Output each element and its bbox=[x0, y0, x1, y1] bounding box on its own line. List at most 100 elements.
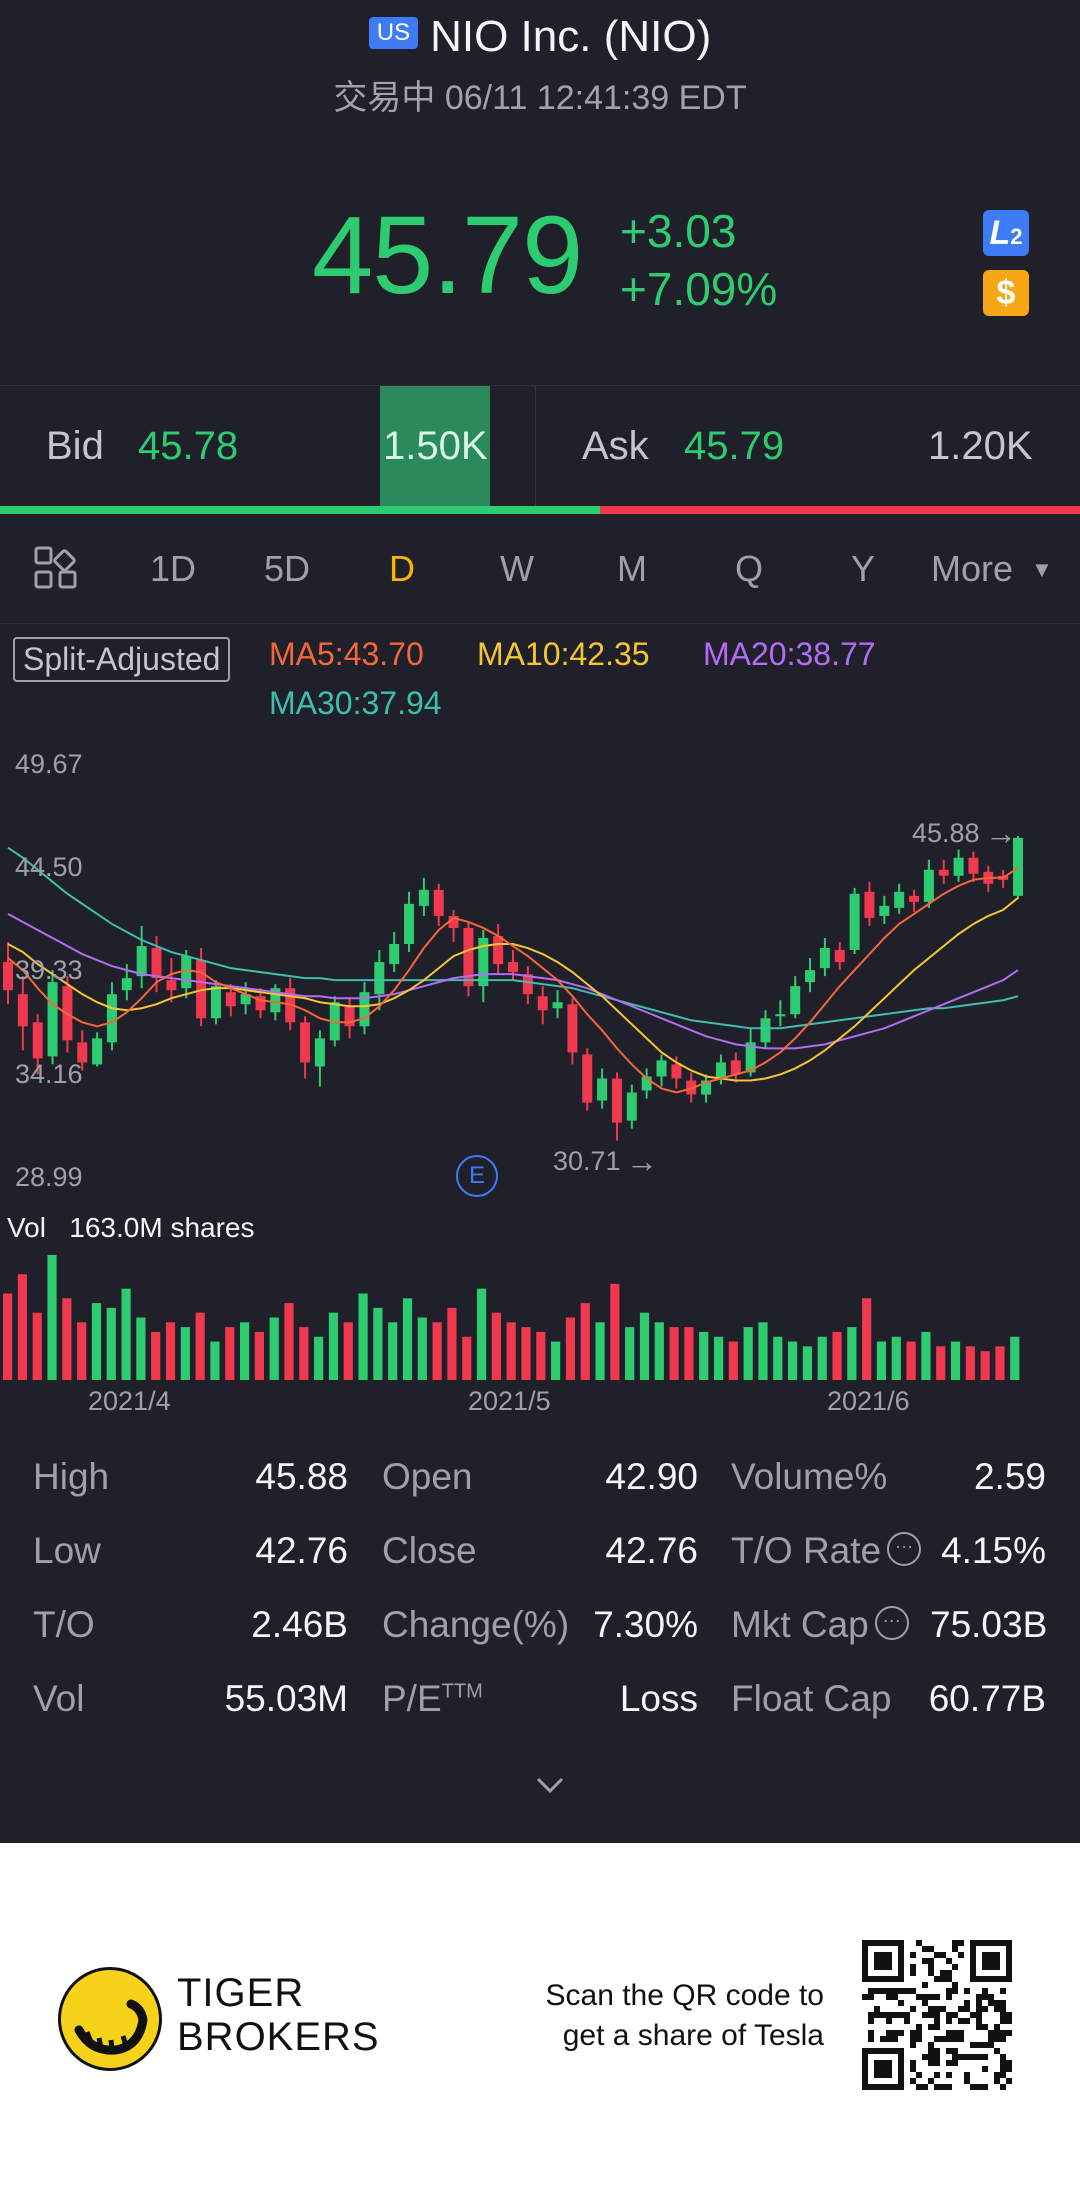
stat-label-turnover-rate: T/O Rate ··· bbox=[731, 1530, 922, 1572]
qr-module bbox=[952, 1988, 958, 1994]
qr-module bbox=[874, 1988, 880, 1994]
volume-bar bbox=[788, 1341, 798, 1380]
volume-bar bbox=[417, 1317, 427, 1380]
qr-module bbox=[892, 2012, 898, 2018]
qr-module bbox=[976, 2012, 982, 2018]
tab-m[interactable]: M bbox=[617, 548, 647, 589]
qr-module bbox=[934, 2024, 940, 2030]
more-info-icon[interactable]: ··· bbox=[887, 1532, 922, 1567]
volume-bar bbox=[669, 1327, 679, 1380]
qr-module bbox=[922, 2084, 928, 2090]
candle bbox=[210, 980, 221, 1025]
qr-module bbox=[946, 2060, 952, 2066]
qr-module bbox=[976, 2024, 982, 2030]
volume-bar bbox=[551, 1341, 561, 1380]
chevron-down-icon[interactable] bbox=[535, 1775, 565, 1795]
level2-icon-letter: L bbox=[989, 214, 1011, 252]
qr-module bbox=[928, 2054, 934, 2060]
candlestick-chart[interactable] bbox=[0, 730, 1080, 1200]
qr-module bbox=[946, 1970, 952, 1976]
candle bbox=[626, 1084, 637, 1129]
stat-value-high: 45.88 bbox=[255, 1456, 348, 1497]
volume-bar bbox=[47, 1255, 57, 1380]
candle bbox=[433, 883, 444, 926]
more-info-icon[interactable]: ··· bbox=[874, 1606, 909, 1641]
qr-module bbox=[874, 2006, 880, 2012]
qr-module bbox=[946, 2012, 952, 2018]
bid-volume-highlight bbox=[380, 386, 490, 506]
tab-q[interactable]: Q bbox=[735, 548, 764, 589]
qr-module bbox=[886, 2030, 892, 2036]
qr-module bbox=[946, 2030, 952, 2036]
candle bbox=[760, 1010, 771, 1049]
earnings-event-icon[interactable]: E bbox=[456, 1155, 498, 1197]
qr-module bbox=[910, 2006, 916, 2012]
qr-module bbox=[934, 2054, 940, 2060]
split-adjusted-toggle[interactable]: Split-Adjusted bbox=[13, 637, 231, 682]
qr-module bbox=[910, 1964, 916, 1970]
stat-value-pe: Loss bbox=[619, 1678, 698, 1719]
qr-code-icon[interactable] bbox=[862, 1940, 1012, 2090]
candle bbox=[656, 1054, 667, 1087]
candle bbox=[641, 1068, 652, 1099]
volume-bar bbox=[832, 1331, 842, 1380]
volume-bar bbox=[269, 1317, 279, 1380]
qr-module bbox=[988, 2042, 994, 2048]
volume-bar bbox=[906, 1341, 916, 1380]
volume-bar bbox=[817, 1336, 827, 1380]
qr-module bbox=[1000, 2030, 1006, 2036]
tab-5d[interactable]: 5D bbox=[264, 548, 311, 589]
volume-bar bbox=[891, 1336, 901, 1380]
stat-label-vol: Vol bbox=[33, 1678, 85, 1719]
qr-module bbox=[868, 1988, 874, 1994]
bid-ratio bbox=[0, 506, 600, 514]
qr-module bbox=[1000, 2066, 1006, 2072]
volume-bar bbox=[521, 1327, 531, 1380]
tab-y[interactable]: Y bbox=[851, 548, 876, 589]
volume-bar bbox=[299, 1327, 309, 1380]
qr-module bbox=[886, 1994, 892, 2000]
tab-d[interactable]: D bbox=[389, 548, 415, 589]
volume-bar bbox=[684, 1327, 694, 1380]
brand-name-line1: TIGER bbox=[177, 1971, 305, 2015]
volume-bar bbox=[491, 1312, 501, 1380]
qr-module bbox=[892, 1988, 898, 1994]
qr-module bbox=[988, 2030, 994, 2036]
qr-module bbox=[898, 2030, 904, 2036]
candle bbox=[968, 851, 979, 882]
candle bbox=[92, 1032, 103, 1067]
candle bbox=[3, 942, 13, 1005]
qr-module bbox=[922, 2000, 928, 2006]
qr-module bbox=[880, 1988, 886, 1994]
qr-module bbox=[934, 1952, 940, 1958]
qr-module bbox=[1000, 2060, 1006, 2066]
stat-label-volume-pct: Volume% bbox=[731, 1456, 888, 1497]
volume-bar bbox=[165, 1322, 176, 1380]
candle bbox=[225, 984, 236, 1017]
level2-icon[interactable]: L2 bbox=[983, 210, 1029, 256]
candle bbox=[32, 1014, 43, 1075]
price-change-percent: +7.09% bbox=[620, 263, 778, 315]
qr-module bbox=[952, 1964, 958, 1970]
bid-label: Bid bbox=[46, 424, 104, 468]
qr-module bbox=[904, 2018, 910, 2024]
tab-w[interactable]: W bbox=[500, 548, 534, 589]
qr-module bbox=[928, 2078, 934, 2084]
grid-menu-icon[interactable] bbox=[33, 545, 79, 591]
qr-module bbox=[916, 2036, 922, 2042]
tab-more[interactable]: More ▼ bbox=[931, 548, 1053, 590]
tab-1d[interactable]: 1D bbox=[150, 548, 197, 589]
stat-value-turnover: 2.46B bbox=[251, 1604, 348, 1645]
dollar-icon[interactable]: $ bbox=[983, 270, 1029, 316]
candle bbox=[567, 998, 578, 1065]
ma10-label: MA10:42.35 bbox=[477, 636, 650, 672]
volume-bar bbox=[565, 1317, 576, 1380]
volume-bar bbox=[180, 1327, 190, 1380]
candle bbox=[790, 976, 801, 1019]
qr-module bbox=[922, 2012, 928, 2018]
volume-bar bbox=[625, 1327, 635, 1380]
candle bbox=[404, 891, 415, 953]
qr-module bbox=[934, 1976, 940, 1982]
qr-module bbox=[982, 2066, 988, 2072]
qr-module bbox=[940, 1970, 946, 1976]
